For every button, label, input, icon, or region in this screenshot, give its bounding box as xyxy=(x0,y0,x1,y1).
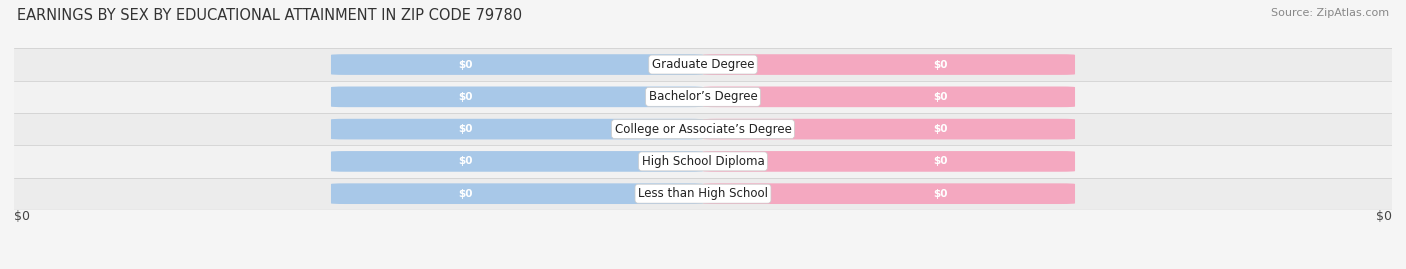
Text: $0: $0 xyxy=(934,59,948,70)
FancyBboxPatch shape xyxy=(703,151,1076,172)
Text: High School Diploma: High School Diploma xyxy=(641,155,765,168)
Text: Source: ZipAtlas.com: Source: ZipAtlas.com xyxy=(1271,8,1389,18)
Text: $0: $0 xyxy=(458,92,472,102)
FancyBboxPatch shape xyxy=(330,87,703,107)
FancyBboxPatch shape xyxy=(703,87,1076,107)
Text: Less than High School: Less than High School xyxy=(638,187,768,200)
Text: EARNINGS BY SEX BY EDUCATIONAL ATTAINMENT IN ZIP CODE 79780: EARNINGS BY SEX BY EDUCATIONAL ATTAINMEN… xyxy=(17,8,522,23)
Bar xyxy=(14,113,1392,145)
Text: Bachelor’s Degree: Bachelor’s Degree xyxy=(648,90,758,103)
Text: $0: $0 xyxy=(934,156,948,167)
Text: $0: $0 xyxy=(458,124,472,134)
Bar xyxy=(14,178,1392,210)
Text: $0: $0 xyxy=(934,92,948,102)
Text: $0: $0 xyxy=(14,210,30,224)
Bar xyxy=(14,81,1392,113)
FancyBboxPatch shape xyxy=(330,119,703,139)
Text: $0: $0 xyxy=(1376,210,1392,224)
Text: $0: $0 xyxy=(934,124,948,134)
Text: $0: $0 xyxy=(458,156,472,167)
Text: $0: $0 xyxy=(934,189,948,199)
FancyBboxPatch shape xyxy=(703,54,1076,75)
Text: Graduate Degree: Graduate Degree xyxy=(652,58,754,71)
FancyBboxPatch shape xyxy=(703,183,1076,204)
Text: College or Associate’s Degree: College or Associate’s Degree xyxy=(614,123,792,136)
FancyBboxPatch shape xyxy=(330,151,703,172)
FancyBboxPatch shape xyxy=(330,54,703,75)
FancyBboxPatch shape xyxy=(703,119,1076,139)
Text: $0: $0 xyxy=(458,59,472,70)
FancyBboxPatch shape xyxy=(330,183,703,204)
Bar xyxy=(14,145,1392,178)
Text: $0: $0 xyxy=(458,189,472,199)
Bar xyxy=(14,48,1392,81)
